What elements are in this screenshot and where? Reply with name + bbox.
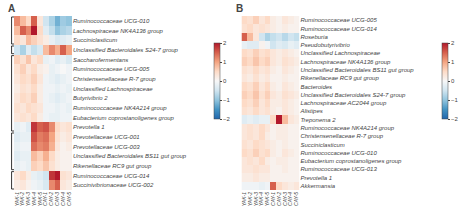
svg-text:YAK-1: YAK-1 (14, 192, 20, 206)
svg-text:CAY-4: CAY-4 (287, 192, 293, 206)
svg-text:2: 2 (223, 40, 227, 46)
svg-text:Ruminococcaceae UCG-010: Ruminococcaceae UCG-010 (73, 18, 150, 24)
svg-text:Succiniclasticum: Succiniclasticum (300, 142, 344, 148)
svg-text:Rikenellaceae RC9 gut group: Rikenellaceae RC9 gut group (300, 75, 379, 81)
svg-text:CAY-4: CAY-4 (60, 192, 66, 206)
svg-text:2: 2 (451, 40, 455, 46)
svg-text:Unclassified Bacteroidales BS1: Unclassified Bacteroidales BS11 gut grou… (300, 67, 414, 73)
svg-text:YAK-2: YAK-2 (247, 192, 253, 206)
svg-text:Unclassified Lachnospiraceae: Unclassified Lachnospiraceae (73, 86, 153, 92)
svg-text:−1: −1 (451, 97, 459, 103)
svg-text:Succinivibrionaceae UCG-002: Succinivibrionaceae UCG-002 (73, 182, 154, 188)
svg-text:A: A (8, 3, 15, 14)
svg-text:Ruminococcaceae NK4A214 group: Ruminococcaceae NK4A214 group (300, 125, 394, 131)
svg-text:Lachnospiraceae NK4A136 group: Lachnospiraceae NK4A136 group (73, 28, 164, 34)
svg-text:Prevotella 1: Prevotella 1 (300, 175, 332, 181)
svg-text:−2: −2 (223, 116, 231, 122)
svg-text:Eubacterium coprostanoligenes: Eubacterium coprostanoligenes group (73, 115, 175, 121)
svg-text:YAK-3: YAK-3 (253, 192, 259, 206)
svg-text:Ruminococcaceae NK4A214 group: Ruminococcaceae NK4A214 group (73, 105, 167, 111)
svg-text:CAY-2: CAY-2 (276, 192, 282, 206)
svg-text:Christensenellaceae R-7 group: Christensenellaceae R-7 group (73, 76, 156, 82)
svg-text:Ruminococcaceae UCG-005: Ruminococcaceae UCG-005 (73, 66, 150, 72)
svg-text:0: 0 (223, 78, 227, 84)
svg-text:Ruminococcaceae UCG-005: Ruminococcaceae UCG-005 (300, 17, 377, 23)
svg-text:Ruminococcaceae UCG-014: Ruminococcaceae UCG-014 (300, 26, 377, 32)
svg-text:CAY-3: CAY-3 (282, 192, 288, 206)
svg-text:Akkermansia: Akkermansia (299, 183, 335, 189)
svg-text:Roseburia: Roseburia (300, 34, 328, 40)
svg-text:−2: −2 (451, 116, 459, 122)
svg-text:YAK-1: YAK-1 (241, 192, 247, 206)
svg-text:Eubacterium coprostanoligenes: Eubacterium coprostanoligenes group (300, 158, 402, 164)
svg-text:CAY-5: CAY-5 (66, 192, 72, 206)
svg-text:Prevotellaceae UCG-003: Prevotellaceae UCG-003 (73, 144, 140, 150)
svg-text:Ruminococcaceae UCG-014: Ruminococcaceae UCG-014 (73, 173, 150, 179)
svg-text:YAK-5: YAK-5 (264, 192, 270, 206)
svg-text:1: 1 (223, 59, 227, 65)
svg-text:Ruminococcaceae UCG-010: Ruminococcaceae UCG-010 (300, 150, 377, 156)
svg-text:B: B (236, 3, 243, 14)
svg-text:1: 1 (451, 59, 455, 65)
svg-text:CAY-2: CAY-2 (48, 192, 54, 206)
svg-text:Ruminococcaceae UCG-013: Ruminococcaceae UCG-013 (300, 166, 377, 172)
svg-text:Rikenellaceae RC9 gut group: Rikenellaceae RC9 gut group (73, 163, 152, 169)
svg-text:Lachnospiraceae AC2044 group: Lachnospiraceae AC2044 group (300, 100, 387, 106)
svg-text:YAK-3: YAK-3 (25, 192, 31, 206)
svg-text:Christensenellaceae R-7 group: Christensenellaceae R-7 group (300, 133, 383, 139)
svg-text:Treponema 2: Treponema 2 (300, 117, 336, 123)
svg-text:YAK-2: YAK-2 (19, 192, 25, 206)
svg-text:Butyrivibrio 2: Butyrivibrio 2 (73, 95, 108, 101)
svg-text:Saccharofermentans: Saccharofermentans (73, 57, 128, 63)
svg-text:YAK-4: YAK-4 (258, 192, 264, 206)
svg-text:−1: −1 (223, 97, 231, 103)
svg-text:Prevotellaceae UCG-001: Prevotellaceae UCG-001 (73, 134, 140, 140)
svg-text:0: 0 (451, 78, 455, 84)
svg-text:Pseudobutyrivibrio: Pseudobutyrivibrio (300, 42, 350, 48)
svg-text:YAK-5: YAK-5 (37, 192, 43, 206)
svg-text:CAY-1: CAY-1 (42, 192, 48, 206)
svg-text:CAY-3: CAY-3 (54, 192, 60, 206)
svg-text:Prevotella 1: Prevotella 1 (73, 124, 105, 130)
svg-text:Unclassified Bacteroidales BS1: Unclassified Bacteroidales BS11 gut grou… (73, 153, 187, 159)
svg-text:Unclassified Bacteroidales S24: Unclassified Bacteroidales S24-7 group (73, 47, 179, 53)
svg-text:Lachnospiraceae NK4A136 group: Lachnospiraceae NK4A136 group (300, 59, 391, 65)
svg-text:Alistipes: Alistipes (299, 108, 322, 114)
svg-text:CAY-5: CAY-5 (293, 192, 299, 206)
svg-text:Succiniclasticum: Succiniclasticum (73, 37, 117, 43)
svg-text:Bacteroides: Bacteroides (300, 84, 332, 90)
svg-text:CAY-1: CAY-1 (270, 192, 276, 206)
svg-text:YAK-4: YAK-4 (31, 192, 37, 206)
svg-text:Unclassified Lachnospiraceae: Unclassified Lachnospiraceae (300, 50, 380, 56)
svg-text:Unclassified Bacteroidales S24: Unclassified Bacteroidales S24-7 group (300, 92, 406, 98)
